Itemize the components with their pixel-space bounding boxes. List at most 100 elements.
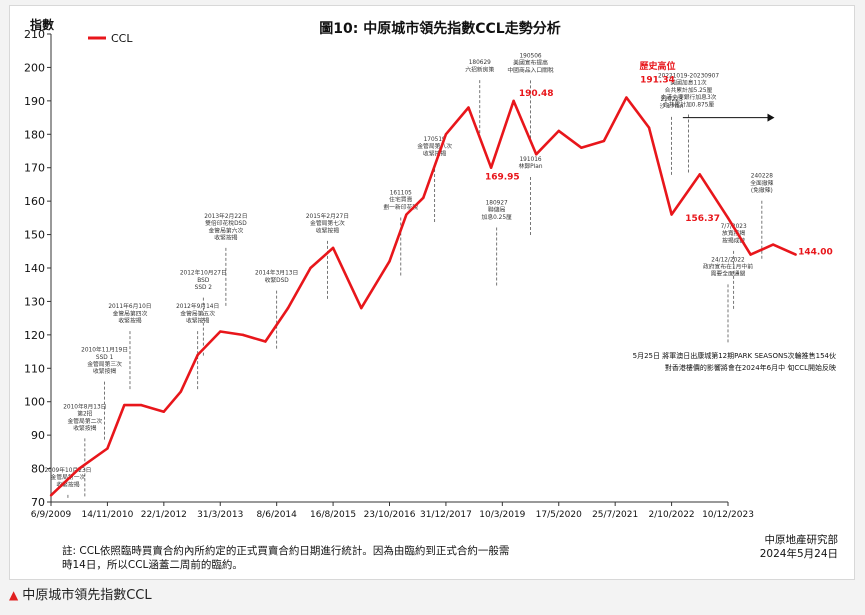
annotation-text: 聯儲局 xyxy=(488,206,506,214)
annotation-text: 金管局第二次 xyxy=(67,417,102,425)
annotation-text: 191016 xyxy=(519,157,541,163)
footnote: 註: CCL依照臨時買賣合約內所約定的正式買賣合約日期進行統計。因為由臨約到正式… xyxy=(62,544,509,571)
y-tick-label: 120 xyxy=(24,329,45,342)
data-label: 191.34 xyxy=(640,75,675,85)
annotation-text: 收緊按揭 xyxy=(73,424,96,432)
y-tick-label: 210 xyxy=(24,28,45,41)
x-tick-label: 25/7/2021 xyxy=(592,510,638,520)
data-label: 144.00 xyxy=(798,248,833,258)
annotation-text: 中國商品入口關稅 xyxy=(507,66,554,74)
annotation-text: 六招新房策 xyxy=(465,65,494,73)
annotation-text: 收緊按揭 xyxy=(423,149,446,157)
legend: CCL xyxy=(88,32,133,45)
y-tick-label: 110 xyxy=(24,362,45,375)
annotation-text: 金管局第三次 xyxy=(87,360,122,368)
data-point xyxy=(219,330,222,333)
annotation-text: 劃一新印花稅 xyxy=(383,203,418,211)
y-tick-label: 170 xyxy=(24,162,45,175)
x-tick-label: 6/9/2009 xyxy=(31,510,72,520)
annotation-text: 金管局第五次 xyxy=(180,309,215,317)
y-tick-label: 140 xyxy=(24,262,45,275)
data-point xyxy=(557,129,560,133)
annotation-text: 金管局第七次 xyxy=(310,219,345,227)
annotation-text: 收緊按揭 xyxy=(316,226,339,234)
data-point xyxy=(78,467,81,470)
annotation-text: 收緊按揭 xyxy=(56,480,79,488)
annotation-text: 2013年2月22日 xyxy=(204,212,247,220)
annotation-text: 2015年2月27日 xyxy=(306,212,349,220)
annotation-text: 政府宣布在1月中前 xyxy=(703,263,753,271)
data-point xyxy=(698,173,701,176)
data-point xyxy=(794,253,797,256)
data-point xyxy=(331,246,335,250)
data-point xyxy=(179,390,182,393)
series-line-ccl xyxy=(50,96,797,497)
annotation-text: 20221019-20230907 xyxy=(658,73,719,79)
x-tick-label: 16/8/2015 xyxy=(310,510,356,520)
data-point xyxy=(123,403,126,407)
annotation-text: 放寬按揭 xyxy=(722,229,745,237)
data-point xyxy=(360,306,363,310)
annotation-text: 沙士Plan xyxy=(660,102,684,110)
annotation-text: (免撤辣) xyxy=(751,186,773,194)
data-point xyxy=(264,340,267,343)
data-point xyxy=(241,333,245,337)
y-tick-label: 200 xyxy=(24,61,45,74)
data-point xyxy=(726,216,730,220)
arrowhead-icon xyxy=(767,113,775,122)
ccl-line-chart: 70 80 90 100 110 120 130 140 150 160 170 180 190 200 2… xyxy=(24,17,838,571)
data-label: 156.37 xyxy=(685,214,720,224)
y-axis-label: 指數 xyxy=(30,17,54,32)
annotation-text: 需要全面通關 xyxy=(711,270,746,278)
chart-frame: 70 80 90 100 110 120 130 140 150 160 170 180 190 200 2… xyxy=(9,5,855,580)
data-point xyxy=(49,494,53,497)
annotation-text: 金管局第一次 xyxy=(51,473,86,481)
annotation-text: 180927 xyxy=(486,200,508,206)
annotation-text: 220223 xyxy=(661,97,683,103)
annotation-text: 240228 xyxy=(751,174,773,180)
footnote-line: 時14日，所以CCL涵蓋二周前的臨約。 xyxy=(62,558,243,571)
x-tick-label: 22/1/2012 xyxy=(141,510,187,520)
x-tick-label: 31/3/2013 xyxy=(197,510,243,520)
annotation-text: 2012年10月27日 xyxy=(180,269,227,277)
data-point xyxy=(106,447,109,450)
note-line: 5月25日 將軍澳日出康城第12期PARK SEASONS次輪推售154伙 xyxy=(633,351,836,360)
data-point xyxy=(771,243,775,246)
y-tick-label: 190 xyxy=(24,95,45,108)
x-tick-label: 23/10/2016 xyxy=(364,510,416,520)
annotation-text: 收緊按揭 xyxy=(118,317,141,325)
data-point xyxy=(196,353,199,357)
data-point xyxy=(140,403,143,407)
annotation-text: 161105 xyxy=(390,190,412,196)
annotation-text: 2011年6月10日 xyxy=(108,302,151,310)
data-point xyxy=(625,96,628,99)
x-tick-label: 14/11/2010 xyxy=(81,510,133,520)
x-tick-label: 31/12/2017 xyxy=(420,510,472,520)
caption-text: 中原城市領先指數CCL xyxy=(22,588,152,603)
annotation-text: 本港主要銀行加息3次 xyxy=(661,93,717,101)
annotation-text: 2010年11月19日 xyxy=(81,346,128,354)
data-point xyxy=(602,139,606,143)
data-point xyxy=(309,266,312,270)
annotation-text: 收緊按揭 xyxy=(186,317,209,325)
x-tick-label: 10/12/2023 xyxy=(702,510,754,520)
annotation-text: 第2招 xyxy=(77,410,92,418)
data-point xyxy=(467,106,470,109)
annotation-text: 金管局第八次 xyxy=(417,142,452,150)
legend-label: CCL xyxy=(111,32,133,45)
data-point xyxy=(670,213,673,216)
annotation-text: 收緊按揭 xyxy=(214,233,237,241)
annotation-text: 收緊DSD xyxy=(265,276,290,284)
x-tick-label: 17/5/2020 xyxy=(536,510,582,520)
source-line: 2024年5月24日 xyxy=(760,547,838,560)
